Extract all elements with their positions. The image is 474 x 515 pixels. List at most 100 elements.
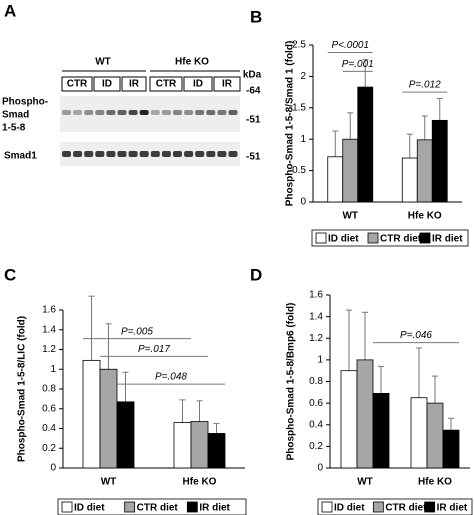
significance-label: P=.046	[400, 330, 432, 341]
x-tick-label: WT	[342, 211, 358, 222]
legend-swatch	[186, 501, 198, 513]
band	[161, 151, 171, 157]
y-axis-label: Phospho-Smad 1-5-8/Smad 1 (fold)	[285, 41, 296, 207]
band	[184, 110, 194, 115]
bar	[431, 119, 448, 203]
legend-label: IR diet	[437, 503, 468, 514]
significance-label: P=.001	[342, 59, 374, 70]
band	[228, 110, 238, 115]
bar	[82, 359, 101, 469]
significance-label: P=.012	[409, 80, 441, 91]
legend-label: ID diet	[328, 234, 359, 245]
band	[84, 151, 94, 157]
bar	[207, 433, 226, 469]
legend-box	[57, 498, 247, 515]
band	[84, 110, 94, 115]
legend-label: ID diet	[334, 503, 365, 514]
panel-letter: C	[4, 265, 16, 284]
row-label: Phospho-	[2, 97, 48, 108]
x-tick-label: WT	[101, 477, 117, 488]
legend-swatch	[61, 501, 73, 513]
band	[128, 110, 138, 115]
bar	[442, 429, 460, 469]
y-tick-label: 0	[317, 463, 323, 474]
legend-box	[317, 498, 473, 515]
x-tick-label: WT	[357, 477, 373, 488]
bar	[401, 157, 418, 203]
legend-swatch	[424, 501, 436, 513]
band	[106, 151, 116, 157]
legend-swatch	[321, 501, 333, 513]
legend-label: CTR diet	[380, 234, 422, 245]
band	[228, 151, 238, 157]
band	[95, 151, 105, 157]
legend-label: CTR diet	[137, 503, 179, 514]
y-tick-label: 0.4	[42, 423, 56, 434]
y-axis-label: Phospho-Smad 1-5-8/Bmp6 (fold)	[286, 303, 297, 461]
row-label: Smad	[2, 110, 29, 121]
band	[195, 110, 205, 115]
y-tick-label: 1	[50, 364, 56, 375]
legend-label: ID diet	[74, 503, 105, 514]
bar	[410, 397, 428, 469]
legend-swatch	[372, 501, 384, 513]
y-tick-label: 0.6	[309, 398, 323, 409]
lane-label: IR	[129, 79, 140, 90]
panel-letter: A	[4, 1, 16, 20]
bar	[340, 370, 358, 469]
y-tick-label: 1.5	[292, 102, 306, 113]
legend-swatch	[315, 232, 327, 244]
legend-swatch	[124, 501, 136, 513]
y-tick-label: 1.6	[309, 290, 323, 301]
lane-box	[121, 76, 147, 92]
band	[184, 151, 194, 157]
lane-box	[149, 76, 183, 92]
lane-label: ID	[102, 79, 112, 90]
y-tick-label: 0.8	[42, 384, 56, 395]
y-tick-label: 0.8	[309, 376, 323, 387]
band	[117, 110, 127, 115]
marker-label: -51	[246, 152, 261, 163]
lane-box	[61, 76, 93, 92]
y-tick-label: 0.4	[309, 419, 323, 430]
band	[217, 151, 227, 157]
y-tick-label: 0.2	[309, 441, 323, 452]
row-label: Smad1	[4, 151, 37, 162]
band	[106, 110, 116, 115]
band	[206, 151, 216, 157]
lane-label: ID	[193, 79, 203, 90]
bar	[190, 421, 209, 469]
band	[62, 151, 71, 157]
significance-label: P<.0001	[331, 40, 369, 51]
band	[73, 151, 83, 157]
x-tick-label: Hfe KO	[183, 477, 217, 488]
group-label: Hfe KO	[175, 57, 209, 68]
y-tick-label: 0.2	[42, 443, 56, 454]
y-tick-label: 1.4	[42, 324, 56, 335]
band	[206, 110, 216, 115]
bar	[356, 359, 374, 469]
group-label: WT	[95, 57, 111, 68]
lane-label: CTR	[67, 79, 88, 90]
band	[117, 151, 127, 157]
y-tick-label: 1.4	[309, 311, 323, 322]
significance-label: P=.048	[155, 372, 187, 383]
lane-label: CTR	[156, 79, 177, 90]
lane-box	[93, 76, 121, 92]
y-tick-label: 1.2	[309, 333, 323, 344]
marker-label: -51	[246, 115, 261, 126]
bar	[416, 139, 433, 203]
bar	[342, 138, 359, 203]
panel-letter: B	[250, 7, 262, 26]
band	[128, 151, 138, 157]
lane-box	[213, 76, 241, 92]
legend-label: IR diet	[199, 503, 230, 514]
y-tick-label: 2.5	[292, 40, 306, 51]
bar	[116, 401, 135, 469]
y-tick-label: 0	[300, 197, 306, 208]
band	[173, 151, 182, 157]
band	[95, 110, 105, 115]
unit-label: kDa	[243, 70, 262, 81]
legend-box	[311, 229, 469, 247]
significance-label: P=.005	[121, 326, 153, 337]
